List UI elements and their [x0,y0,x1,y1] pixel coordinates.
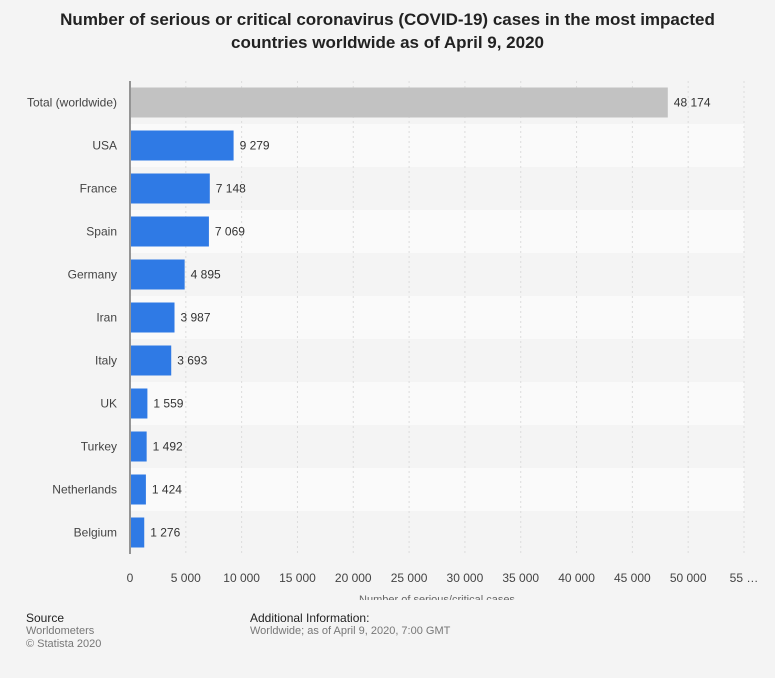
bar [131,130,234,161]
data-label: 7 148 [216,182,246,196]
x-tick-label: 30 000 [447,571,484,585]
row-band [130,468,744,511]
row-band [130,339,744,382]
category-label: Total (worldwide) [27,96,117,110]
row-band [130,210,744,253]
x-tick-label: 15 000 [279,571,316,585]
category-label: France [80,182,118,196]
row-band [130,167,744,210]
row-band [130,296,744,339]
data-label: 4 895 [191,268,221,282]
category-label: Turkey [81,440,117,454]
bar [131,517,145,548]
additional-info-block: Additional Information: Worldwide; as of… [250,612,450,638]
row-band [130,511,744,554]
data-label: 7 069 [215,225,245,239]
data-label: 3 987 [181,311,211,325]
category-label: Spain [86,225,117,239]
category-label: UK [100,397,117,411]
category-label: USA [92,139,117,153]
data-label: 1 424 [152,483,182,497]
x-tick-label: 5 000 [171,571,201,585]
category-label: Netherlands [52,483,117,497]
data-label: 9 279 [240,139,270,153]
data-label: 1 559 [153,397,183,411]
bar [131,302,175,333]
x-tick-label: 0 [127,571,134,585]
data-label: 1 492 [153,440,183,454]
bar [131,87,668,118]
x-tick-label: 55 … [730,571,759,585]
bar-chart: Total (worldwide) 48 174 USA 9 279 France 7 1… [27,81,759,600]
source-name[interactable]: Worldometers [26,625,95,637]
x-tick-label: 10 000 [223,571,260,585]
x-tick-label: 25 000 [391,571,428,585]
source-block: Source Worldometers © Statista 2020 [26,612,101,651]
category-label: Iran [96,311,117,325]
row-band [130,382,744,425]
data-label: 3 693 [177,354,207,368]
x-axis-title: Number of serious/critical cases [359,594,515,600]
bar [131,173,210,204]
category-label: Belgium [74,526,117,540]
x-tick-label: 50 000 [670,571,707,585]
bar [131,216,209,247]
bar [131,388,148,419]
bar [131,431,147,462]
category-label: Italy [95,354,117,368]
bar [131,259,185,290]
row-band [130,253,744,296]
source-heading: Source [26,611,65,625]
chart-title: Number of serious or critical coronaviru… [60,10,715,52]
data-label: 48 174 [674,96,711,110]
row-band [130,425,744,468]
info-text: Worldwide; as of April 9, 2020, 7:00 GMT [250,625,451,637]
x-tick-label: 40 000 [558,571,595,585]
bar [131,474,146,505]
info-heading: Additional Information: [250,611,370,625]
x-tick-label: 20 000 [335,571,372,585]
bar [131,345,172,376]
x-tick-label: 35 000 [502,571,539,585]
data-label: 1 276 [150,526,180,540]
category-label: Germany [68,268,117,282]
copyright: © Statista 2020 [26,638,102,650]
x-tick-label: 45 000 [614,571,651,585]
